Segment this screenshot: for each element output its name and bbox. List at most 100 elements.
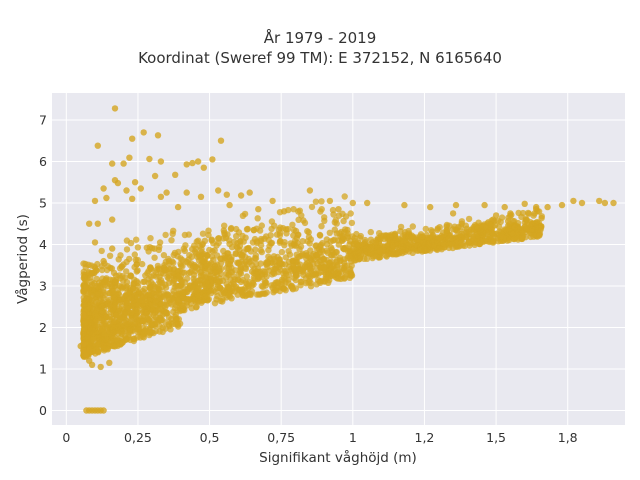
data-point (239, 252, 246, 259)
data-point (318, 198, 325, 205)
data-point (290, 206, 297, 213)
data-point (211, 300, 219, 307)
data-point (333, 220, 340, 227)
data-point (295, 216, 302, 223)
data-point (183, 189, 190, 196)
data-point (454, 227, 461, 234)
data-point (316, 278, 323, 285)
data-point (240, 238, 247, 245)
data-point (297, 278, 304, 286)
data-point (325, 279, 332, 286)
data-point (340, 265, 348, 272)
data-point (123, 300, 130, 307)
data-point (91, 197, 99, 205)
data-point (570, 197, 577, 205)
data-point (123, 279, 131, 286)
data-point (217, 255, 225, 263)
data-point (367, 236, 375, 243)
data-point (290, 232, 297, 239)
data-point (245, 255, 252, 263)
data-point (221, 229, 228, 236)
data-point (223, 191, 230, 198)
data-point (183, 275, 191, 282)
data-point (290, 262, 297, 270)
data-point (322, 271, 330, 278)
data-point (281, 242, 288, 249)
data-point (209, 248, 216, 255)
data-point (372, 252, 379, 260)
data-point (154, 132, 162, 139)
data-point (481, 201, 488, 209)
data-point (205, 231, 212, 239)
data-point (89, 336, 96, 344)
data-point (86, 220, 93, 227)
data-point (80, 329, 87, 336)
data-point (529, 220, 536, 227)
data-point (94, 142, 102, 149)
data-point (197, 193, 205, 200)
data-point (403, 242, 411, 249)
data-point (163, 189, 170, 196)
data-point (152, 294, 159, 301)
data-point (246, 189, 253, 196)
data-point (307, 247, 314, 254)
data-point (176, 307, 184, 315)
data-point (307, 279, 314, 287)
data-point (433, 245, 441, 252)
data-point (558, 201, 566, 209)
data-point (538, 214, 545, 222)
data-point (281, 267, 288, 275)
data-point (345, 270, 352, 278)
data-point (88, 292, 96, 299)
data-point (165, 321, 172, 328)
data-point (103, 194, 110, 202)
data-point (128, 294, 135, 301)
data-point (268, 225, 275, 233)
data-point (289, 221, 296, 228)
y-tick-label: 3 (39, 278, 47, 293)
data-point (610, 199, 617, 207)
data-point (147, 283, 155, 290)
data-point (84, 334, 91, 341)
data-point (123, 237, 131, 244)
data-point (159, 283, 166, 290)
data-point (349, 199, 356, 207)
data-point (417, 246, 424, 253)
data-point (497, 233, 504, 240)
data-point (146, 155, 153, 163)
data-point (147, 235, 154, 242)
data-point (185, 284, 193, 291)
data-point (181, 231, 189, 239)
data-point (147, 264, 154, 271)
data-point (141, 327, 148, 334)
data-point (519, 234, 526, 241)
data-point (409, 223, 416, 230)
data-point (348, 219, 356, 227)
data-point (331, 226, 338, 233)
data-point (534, 227, 541, 234)
data-point (180, 245, 187, 252)
data-point (329, 272, 336, 279)
data-point (292, 272, 300, 279)
data-point (465, 215, 473, 223)
data-point (488, 238, 495, 245)
data-point (306, 187, 314, 194)
data-point (117, 309, 124, 317)
data-point (83, 286, 90, 294)
data-point (217, 137, 225, 144)
data-point (350, 245, 357, 252)
y-tick-label: 2 (39, 320, 47, 335)
data-point (111, 317, 119, 325)
data-point (268, 218, 276, 225)
data-point (458, 220, 465, 227)
data-point (578, 199, 586, 207)
data-point (288, 282, 295, 289)
data-point (217, 265, 225, 272)
data-point (511, 223, 518, 231)
data-point (91, 321, 99, 329)
data-point (179, 292, 186, 299)
data-point (316, 243, 324, 250)
data-point (293, 251, 300, 258)
data-point (109, 326, 116, 334)
data-point (255, 269, 262, 276)
